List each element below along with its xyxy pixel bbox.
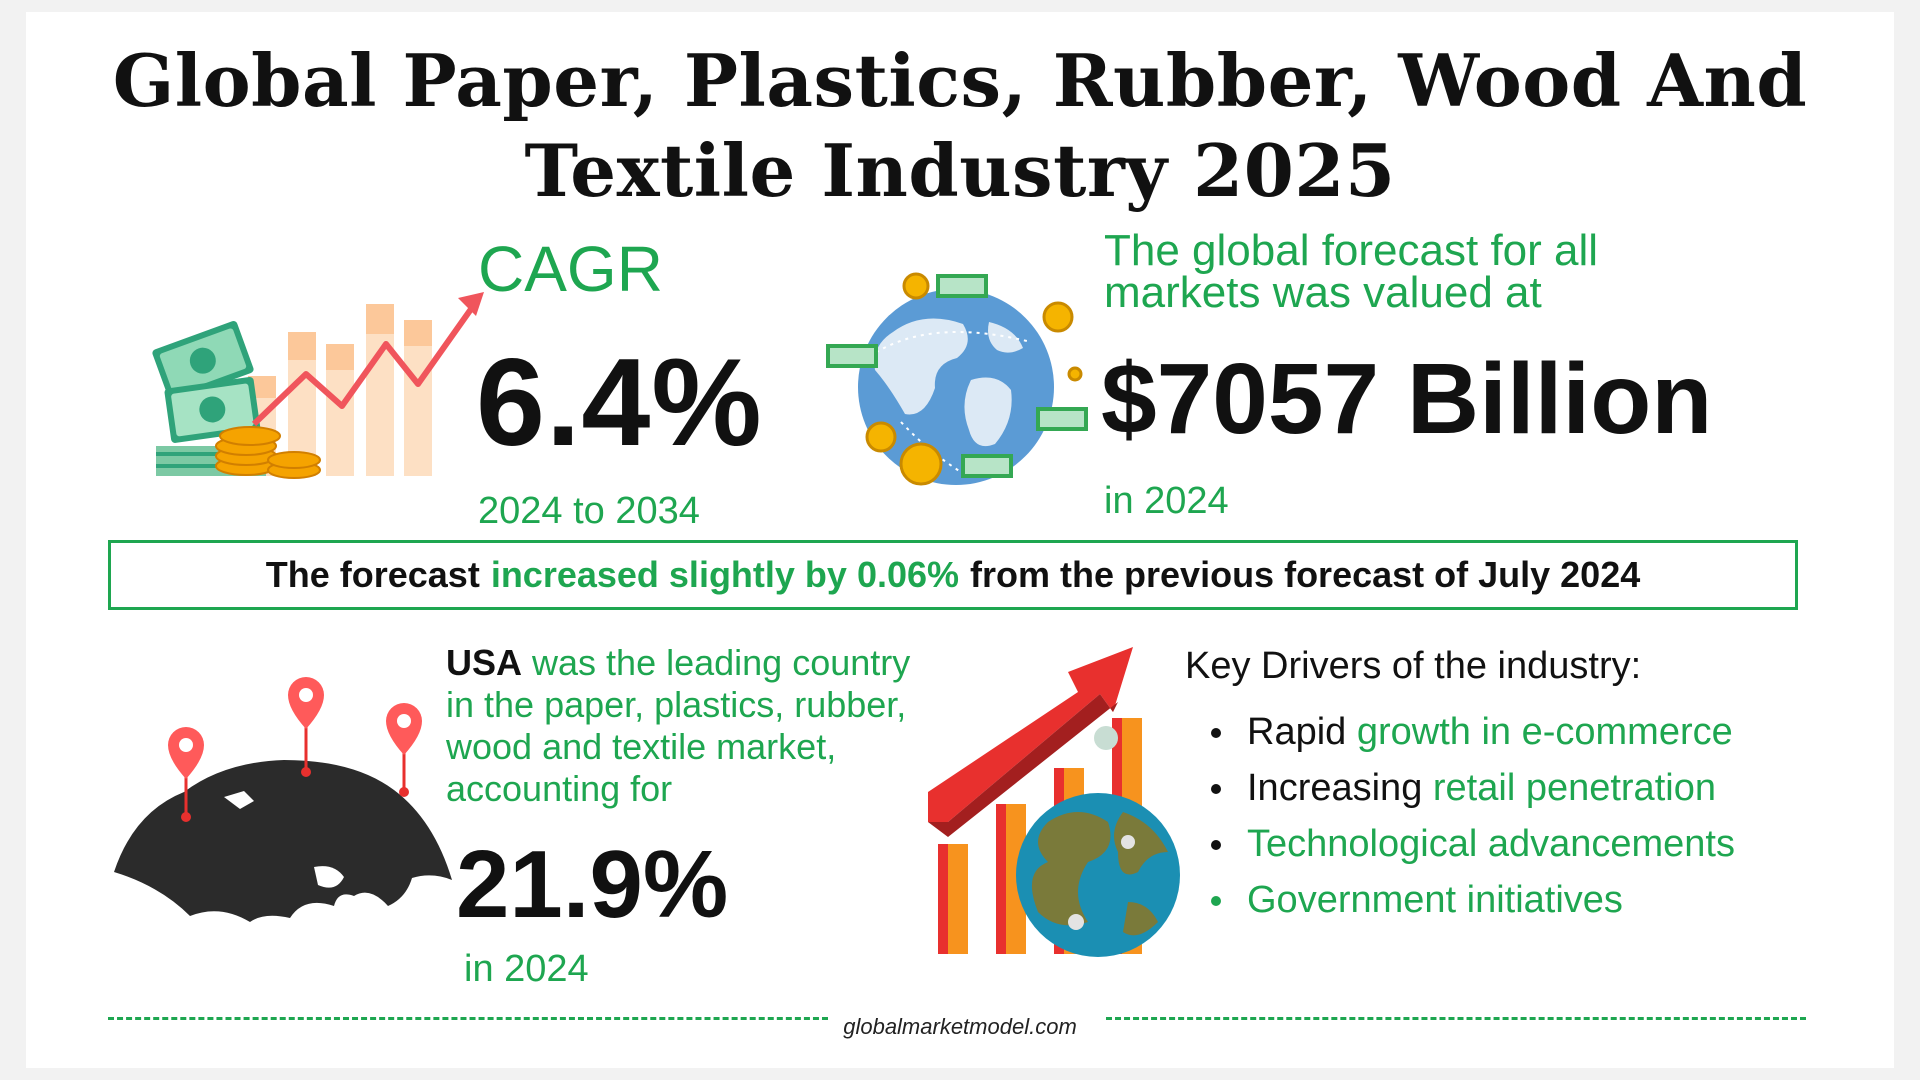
growth-chart-globe-icon [928,647,1180,957]
banner-suffix: from the previous forecast of July 2024 [970,554,1641,595]
driver-highlight: Government initiatives [1247,879,1623,921]
bullet-icon [1211,896,1221,906]
driver-plain: Rapid [1247,711,1357,753]
driver-highlight: growth in e-commerce [1356,711,1733,753]
leading-country-name: USA [446,642,523,683]
forecast-intro-line-2: markets was valued at [1104,268,1542,317]
driver-highlight: Technological advancements [1247,823,1735,865]
globe-money-icon [826,272,1088,486]
footer-divider-right [1106,1017,1806,1020]
forecast-value: $7057 Billion [1101,343,1713,455]
forecast-change-banner: The forecast increased slightly by 0.06%… [108,540,1798,610]
banner-prefix: The forecast [265,554,480,595]
forecast-intro: The global forecast for all markets was … [1104,226,1744,317]
cagr-label: CAGR [478,233,663,305]
title-line-2: Textile Industry 2025 [524,128,1396,213]
bullet-icon [1211,784,1221,794]
leading-country-line-2: in the paper, plastics, rubber, [446,684,907,725]
leading-country-line-1-text: was the leading country [522,642,911,683]
title-line-1: Global Paper, Plastics, Rubber, Wood And [112,38,1808,123]
drivers-title: Key Drivers of the industry: [1185,645,1642,687]
forecast-year: in 2024 [1104,480,1229,522]
money-growth-chart-icon [152,292,484,479]
leading-country-year: in 2024 [464,948,589,990]
leading-country-line-4: accounting for [446,768,673,809]
list-item: Technological advancements [1211,819,1735,875]
list-item: Government initiatives [1211,875,1735,931]
world-map-pins-icon [114,677,452,922]
banner-highlight: increased slightly by 0.06% [490,554,960,595]
footer-divider-left [108,1017,828,1020]
infographic-card: Global Paper, Plastics, Rubber, Wood And… [26,12,1894,1068]
leading-country-line-3: wood and textile market, [446,726,837,767]
footer-url: globalmarketmodel.com [843,1014,1077,1039]
cagr-period: 2024 to 2034 [478,490,700,532]
driver-plain: Increasing [1247,767,1433,809]
drivers-list: Rapid growth in e-commerce Increasing re… [1211,707,1735,931]
bullet-icon [1211,728,1221,738]
driver-highlight: retail penetration [1432,767,1716,809]
page-title: Global Paper, Plastics, Rubber, Wood And… [26,36,1894,216]
bullet-icon [1211,840,1221,850]
forecast-intro-line-1: The global forecast for all [1104,226,1599,275]
list-item: Increasing retail penetration [1211,763,1735,819]
leading-country-line-1: USA was the leading country [446,642,966,684]
leading-country-text: USA was the leading country in the paper… [446,642,966,810]
list-item: Rapid growth in e-commerce [1211,707,1735,763]
cagr-value: 6.4% [476,334,763,472]
leading-country-share: 21.9% [456,831,729,938]
